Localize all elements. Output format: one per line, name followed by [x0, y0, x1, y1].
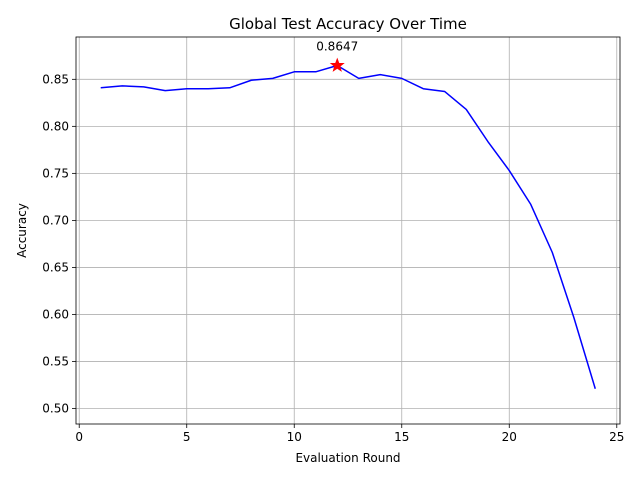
plot-frame: [75, 36, 621, 425]
series-layer: [100, 64, 596, 389]
grid-lines: [76, 37, 620, 424]
x-tick-label: 10: [287, 430, 302, 444]
x-tick-label: 25: [609, 430, 624, 444]
accuracy-line: [100, 64, 596, 389]
chart-title: Global Test Accuracy Over Time: [229, 15, 467, 33]
best-accuracy-star: [329, 57, 345, 72]
x-tick-label: 0: [75, 430, 83, 444]
y-tick-label: 0.80: [42, 119, 69, 133]
x-tick-label: 20: [502, 430, 517, 444]
y-tick-label: 0.50: [42, 401, 69, 415]
highlight-layer: 0.8647: [316, 39, 358, 72]
axis-ticks: 0 5 10 15 20 25 0.50 0.55 0.60 0.65 0.70 0.75 0.80 0.…: [42, 72, 624, 444]
y-tick-label: 0.55: [42, 354, 69, 368]
x-tick-label: 5: [183, 430, 191, 444]
y-tick-label: 0.75: [42, 166, 69, 180]
y-tick-label: 0.60: [42, 307, 69, 321]
y-axis-label: Accuracy: [15, 203, 29, 258]
x-axis-label: Evaluation Round: [295, 451, 400, 465]
y-tick-label: 0.85: [42, 72, 69, 86]
y-tick-label: 0.70: [42, 213, 69, 227]
x-tick-label: 15: [394, 430, 409, 444]
best-accuracy-label: 0.8647: [316, 39, 358, 53]
y-tick-label: 0.65: [42, 260, 69, 274]
